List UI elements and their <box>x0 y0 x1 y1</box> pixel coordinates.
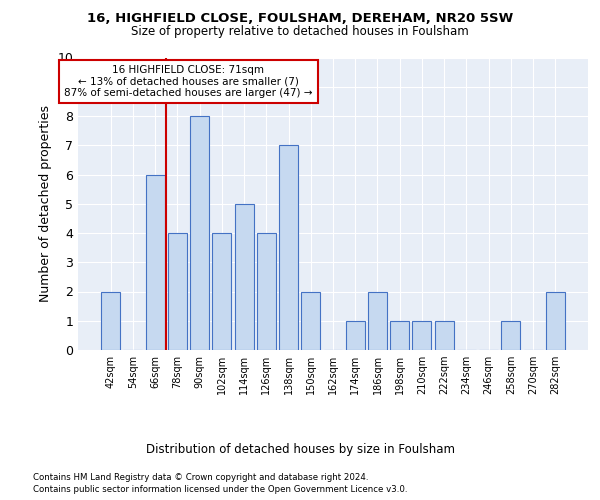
Y-axis label: Number of detached properties: Number of detached properties <box>39 106 52 302</box>
Bar <box>146 174 164 350</box>
Bar <box>190 116 209 350</box>
Bar <box>101 292 120 350</box>
Bar <box>212 233 231 350</box>
Text: Distribution of detached houses by size in Foulsham: Distribution of detached houses by size … <box>146 442 455 456</box>
Bar <box>546 292 565 350</box>
Bar <box>412 321 431 350</box>
Text: Contains HM Land Registry data © Crown copyright and database right 2024.: Contains HM Land Registry data © Crown c… <box>33 472 368 482</box>
Bar <box>502 321 520 350</box>
Bar <box>301 292 320 350</box>
Bar <box>368 292 387 350</box>
Bar <box>168 233 187 350</box>
Bar <box>390 321 409 350</box>
Bar <box>279 145 298 350</box>
Bar <box>435 321 454 350</box>
Bar <box>235 204 254 350</box>
Text: 16 HIGHFIELD CLOSE: 71sqm
← 13% of detached houses are smaller (7)
87% of semi-d: 16 HIGHFIELD CLOSE: 71sqm ← 13% of detac… <box>64 65 313 98</box>
Text: Size of property relative to detached houses in Foulsham: Size of property relative to detached ho… <box>131 25 469 38</box>
Text: 16, HIGHFIELD CLOSE, FOULSHAM, DEREHAM, NR20 5SW: 16, HIGHFIELD CLOSE, FOULSHAM, DEREHAM, … <box>87 12 513 26</box>
Text: Contains public sector information licensed under the Open Government Licence v3: Contains public sector information licen… <box>33 485 407 494</box>
Bar <box>346 321 365 350</box>
Bar <box>257 233 276 350</box>
